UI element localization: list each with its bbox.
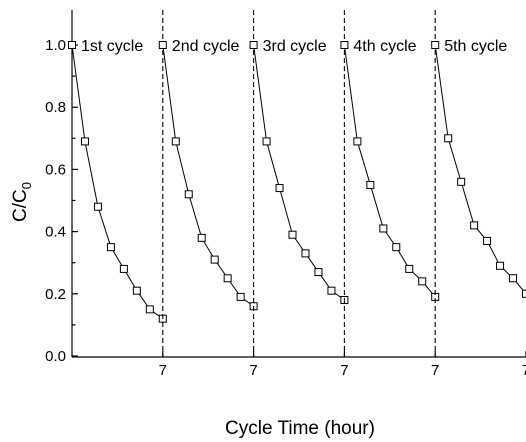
x-axis-title: Cycle Time (hour) <box>225 418 375 439</box>
y-tick-label: 0.8 <box>45 99 66 116</box>
series-line <box>253 44 345 301</box>
data-point <box>93 202 102 211</box>
x-tick-label: 7 <box>431 362 439 379</box>
data-point <box>340 41 349 49</box>
series-line <box>434 44 526 295</box>
data-point <box>444 134 453 143</box>
data-point <box>457 177 466 186</box>
data-point <box>210 255 219 264</box>
data-point <box>470 221 479 230</box>
x-tick-label: 7 <box>340 362 348 379</box>
data-point <box>132 286 141 295</box>
data-point <box>496 261 505 270</box>
data-point <box>262 137 271 146</box>
data-point <box>236 292 245 301</box>
x-tick-label: 7 <box>249 362 257 379</box>
data-point <box>405 264 414 273</box>
data-point <box>184 190 193 199</box>
data-point <box>197 233 206 242</box>
cycle-label: 3rd cycle <box>263 38 327 55</box>
data-point <box>522 289 526 298</box>
data-point <box>301 249 310 258</box>
data-point <box>249 41 258 49</box>
cycle-label: 5th cycle <box>444 38 507 55</box>
data-point <box>68 41 76 49</box>
x-tick-label: 7 <box>522 362 526 379</box>
y-axis-title-main: C/C <box>10 189 31 222</box>
data-point <box>392 243 401 252</box>
data-point <box>314 268 323 277</box>
data-point <box>353 137 362 146</box>
data-point <box>483 236 492 245</box>
data-point <box>418 277 427 286</box>
data-point <box>80 137 89 146</box>
y-axis-title: C/C0 <box>10 182 34 222</box>
data-point <box>379 224 388 233</box>
data-point <box>275 184 284 193</box>
y-tick-label: 1.0 <box>45 37 66 54</box>
y-tick-label: 0.6 <box>45 161 66 178</box>
y-tick-label: 0.4 <box>45 224 66 241</box>
data-point <box>158 41 167 49</box>
data-point <box>119 264 128 273</box>
cycle-label: 2nd cycle <box>172 38 240 55</box>
cycle-label: 4th cycle <box>353 38 416 55</box>
plot-area: 0.0 0.2 0.4 0.6 0.8 1.0 7 1st cycle 7 2nd cycle 7 3… <box>45 10 526 379</box>
data-point <box>366 180 375 189</box>
data-point <box>288 230 297 239</box>
y-tick-label: 0.2 <box>45 286 66 303</box>
data-point <box>106 243 115 252</box>
data-point <box>223 274 232 283</box>
data-point <box>145 305 154 314</box>
cycle-label: 1st cycle <box>81 38 143 55</box>
data-point <box>509 274 518 283</box>
y-tick-label: 0.0 <box>45 348 66 365</box>
data-point <box>171 137 180 146</box>
data-point <box>431 41 440 49</box>
x-tick-label: 7 <box>159 362 167 379</box>
series-line <box>343 44 436 298</box>
series-line <box>162 44 254 307</box>
series-line <box>71 44 164 320</box>
data-point <box>327 286 336 295</box>
y-axis-title-subscript: 0 <box>19 182 34 189</box>
